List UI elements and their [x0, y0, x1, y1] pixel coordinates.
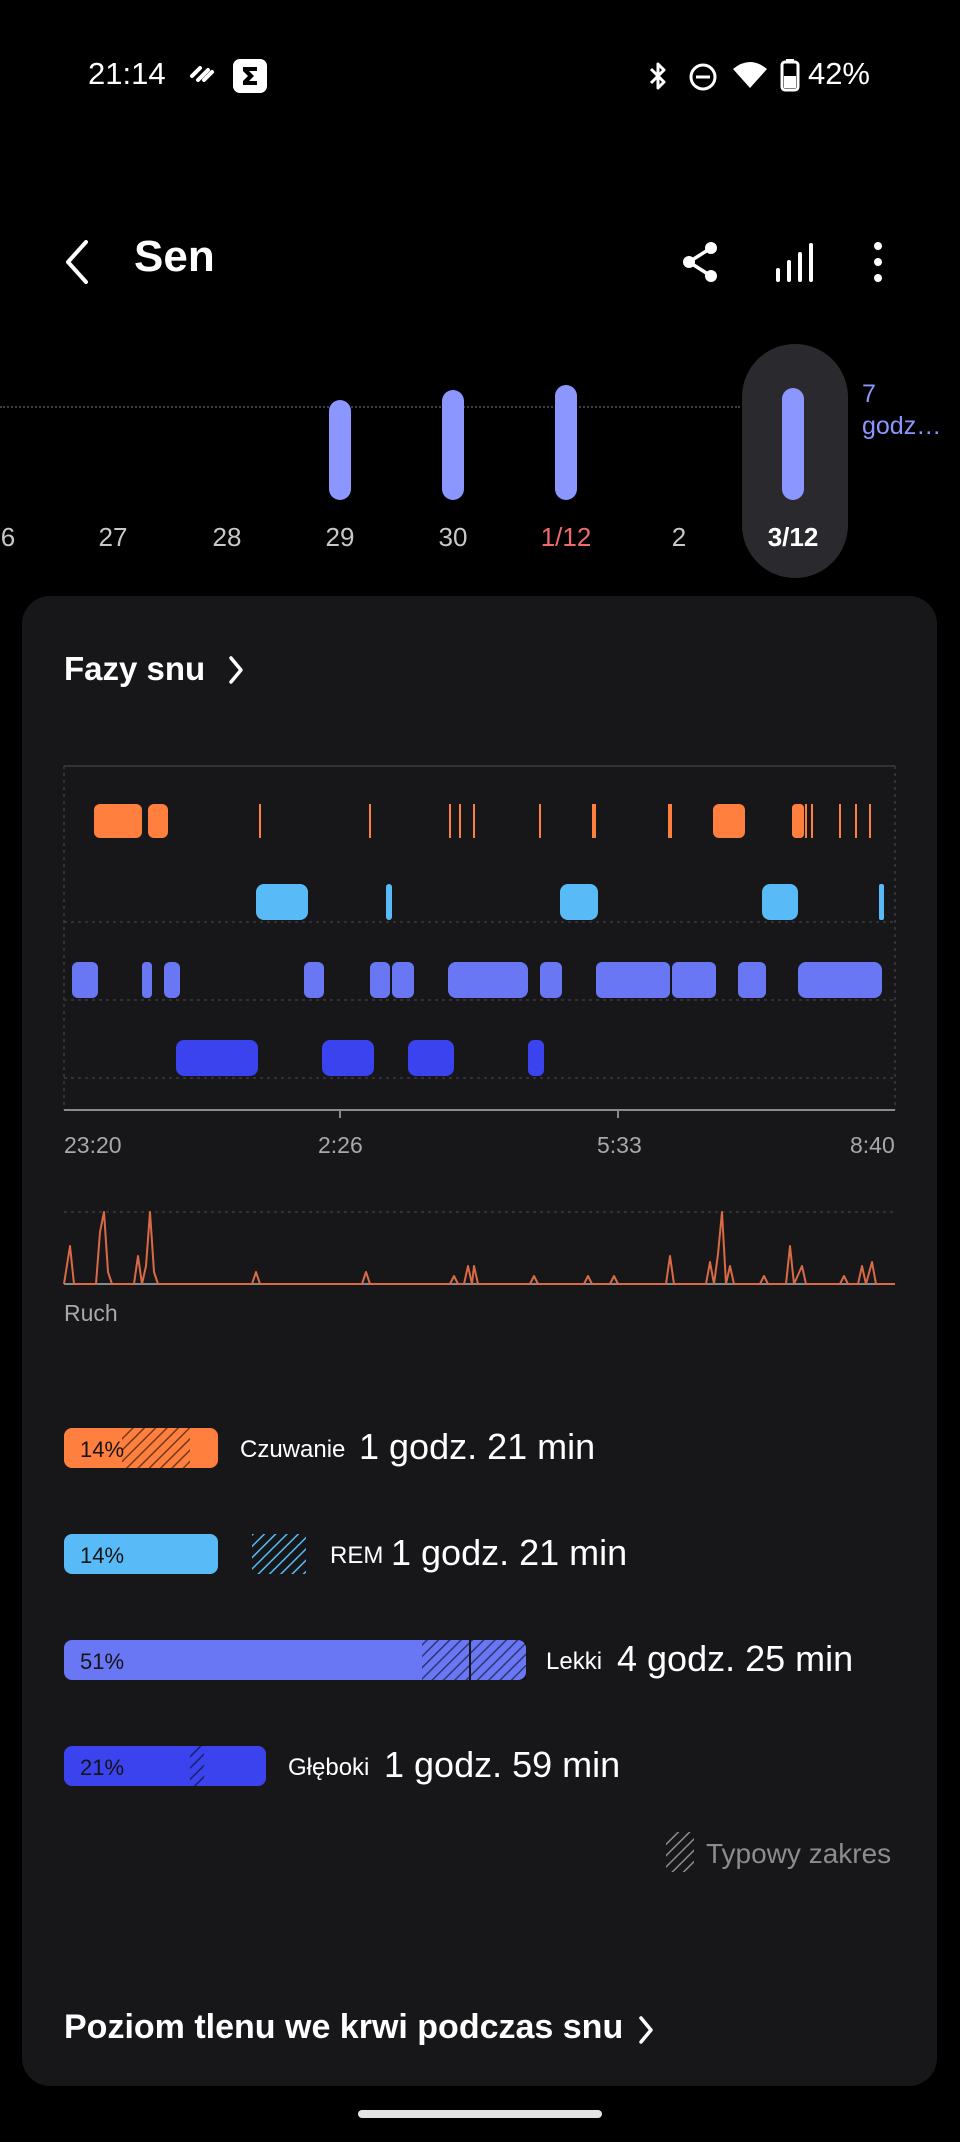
stage-name-light: Lekki [546, 1648, 603, 1675]
stage-bar-deep [64, 1746, 266, 1786]
stage-pct-deep: 21% [80, 1755, 125, 1780]
stage-typical-range-rem [252, 1534, 306, 1574]
day-label[interactable]: 6 [0, 522, 16, 552]
bluetooth-icon [649, 62, 666, 90]
stage-duration-deep: 1 godz. 59 min [384, 1744, 621, 1785]
time-axis-label: 2:26 [318, 1132, 363, 1158]
sleep-stages-card [22, 596, 937, 2086]
goal-line [0, 406, 740, 408]
deep-segments [176, 1040, 544, 1076]
movement-chart [63, 1211, 895, 1285]
stage-name-wake: Czuwanie [240, 1436, 346, 1463]
day-label[interactable]: 30 [438, 522, 468, 552]
stage-bar-rem [64, 1534, 218, 1574]
time-axis-label: 8:40 [850, 1132, 895, 1158]
battery-icon [780, 59, 800, 92]
day-bar-3-12[interactable] [782, 388, 804, 500]
stage-row-light: 51% Lekki 4 godz. 25 min [64, 1638, 894, 1682]
stage-pct-rem: 14% [80, 1543, 125, 1568]
back-icon[interactable] [62, 238, 92, 286]
share-icon[interactable] [680, 240, 720, 284]
chart-grid [63, 765, 896, 1110]
stage-name-deep: Głęboki [288, 1754, 370, 1781]
typical-range-icon [666, 1832, 694, 1872]
status-bar: 21:14 42% [0, 0, 960, 160]
wifi-icon [733, 62, 767, 88]
sleep-duration-label: 7 godz… [862, 378, 958, 442]
stage-bar-wake [64, 1428, 218, 1468]
dnd-icon [689, 63, 717, 91]
sleep-duration-unit: godz… [862, 412, 942, 440]
sigma-icon [233, 59, 267, 93]
day-label-weekend[interactable]: 1/12 [540, 522, 592, 552]
day-label[interactable]: 29 [325, 522, 355, 552]
movement-label: Ruch [64, 1300, 118, 1326]
chevron-right-icon[interactable] [226, 654, 246, 686]
day-bar-29[interactable] [329, 400, 351, 500]
stage-bar-light [64, 1640, 526, 1680]
sleep-duration-value: 7 [862, 380, 876, 408]
stage-duration-wake: 1 godz. 21 min [359, 1426, 596, 1467]
day-label[interactable]: 28 [212, 522, 242, 552]
sleep-stages-title[interactable]: Fazy snu [64, 650, 206, 687]
day-label[interactable]: 27 [98, 522, 128, 552]
stage-transitions [96, 816, 804, 1042]
stage-row-rem: 14% REM 1 godz. 21 min [64, 1532, 894, 1576]
day-bar-30[interactable] [442, 390, 464, 500]
battery-percentage: 42% [807, 56, 870, 91]
stage-row-deep: 21% Głęboki 1 godz. 59 min [64, 1744, 894, 1788]
stage-pct-wake: 14% [80, 1437, 125, 1462]
wake-segments [94, 804, 804, 838]
typical-range-label: Typowy zakres [706, 1838, 892, 1869]
rem-segments [256, 884, 884, 920]
blood-oxygen-title[interactable]: Poziom tlenu we krwi podczas snu [64, 2008, 624, 2046]
bar-chart-icon[interactable] [772, 240, 816, 284]
stage-name-rem: REM [330, 1542, 384, 1569]
day-label[interactable]: 2 [671, 522, 687, 552]
home-indicator[interactable] [358, 2110, 602, 2118]
chevron-right-icon[interactable] [636, 2014, 656, 2046]
hypnogram-chart [63, 765, 896, 1118]
stage-pct-light: 51% [80, 1649, 125, 1674]
light-segments [72, 962, 882, 998]
more-icon[interactable] [868, 240, 888, 284]
tasker-icon [190, 66, 214, 82]
day-label-selected[interactable]: 3/12 [767, 522, 819, 552]
wake-ticks [259, 804, 871, 838]
time-axis-label: 5:33 [597, 1132, 642, 1158]
stage-duration-rem: 1 godz. 21 min [391, 1532, 628, 1573]
page-title: Sen [134, 232, 215, 281]
day-bar-1-12[interactable] [555, 385, 577, 500]
time-axis-label: 23:20 [64, 1132, 122, 1158]
stage-duration-light: 4 godz. 25 min [617, 1638, 854, 1679]
status-time: 21:14 [88, 56, 166, 91]
stage-row-wake: 14% Czuwanie 1 godz. 21 min [64, 1426, 894, 1470]
